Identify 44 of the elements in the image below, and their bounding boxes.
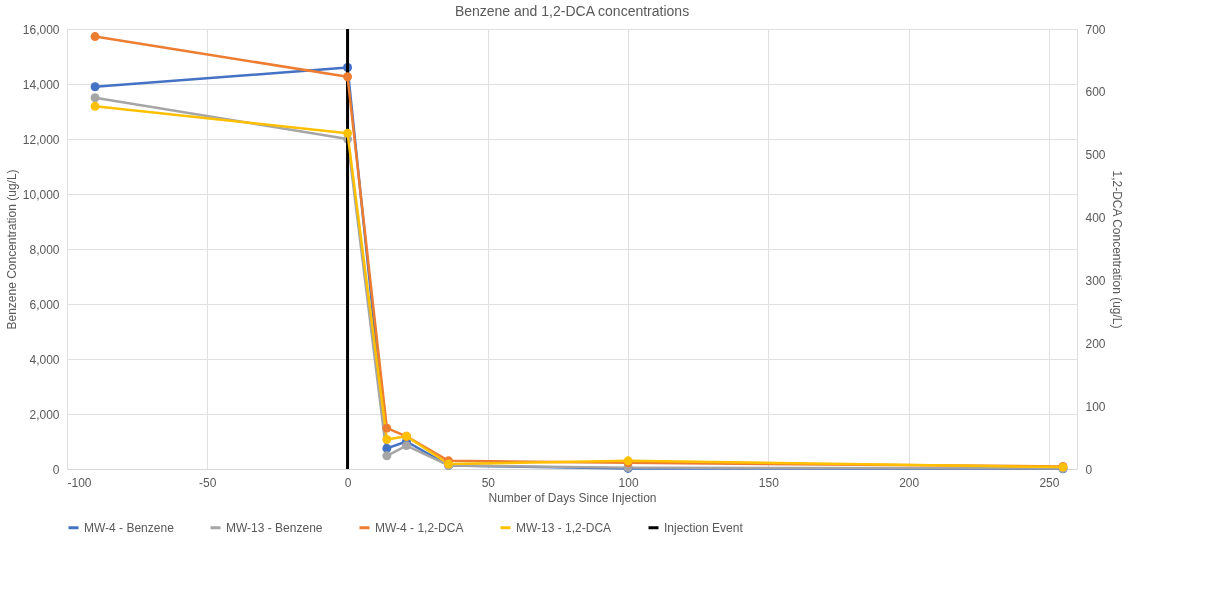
legend-label: MW-13 - Benzene bbox=[226, 520, 323, 535]
y-tick-label: 2,000 bbox=[29, 407, 60, 422]
y2-tick-label: 500 bbox=[1085, 148, 1106, 163]
point bbox=[90, 101, 100, 111]
y2-tick-label: 100 bbox=[1085, 399, 1106, 414]
y-tick-label: 16,000 bbox=[22, 22, 60, 37]
legend-label: MW-4 - 1,2-DCA bbox=[375, 520, 464, 535]
y2-tick-label: 300 bbox=[1085, 273, 1106, 288]
x-tick-label: 150 bbox=[758, 475, 780, 490]
y2-tick-label: 400 bbox=[1085, 211, 1106, 226]
chart-title: Benzene and 1,2-DCA concentrations bbox=[454, 3, 690, 19]
x-axis-title: Number of Days Since Injection bbox=[488, 490, 657, 505]
point bbox=[382, 423, 392, 433]
y-tick-label: 8,000 bbox=[29, 242, 60, 257]
point bbox=[402, 441, 411, 451]
x-tick-label: -100 bbox=[67, 475, 92, 490]
y2-tick-label: 200 bbox=[1085, 336, 1106, 351]
legend-label: MW-13 - 1,2-DCA bbox=[516, 520, 612, 535]
x-tick-label: 0 bbox=[344, 475, 352, 490]
x-tick-label: 250 bbox=[1039, 475, 1060, 490]
y2-tick-label: 600 bbox=[1085, 85, 1106, 100]
y-tick-label: 10,000 bbox=[22, 187, 60, 202]
x-tick-label: 100 bbox=[618, 475, 639, 490]
y-axis-title: Benzene Concentration (ug/L) bbox=[4, 169, 19, 330]
y2-axis-title: 1,2-DCA Concentration (ug/L) bbox=[1109, 170, 1124, 329]
x-tick-label: 50 bbox=[481, 475, 496, 490]
y2-tick-label: 700 bbox=[1085, 22, 1106, 37]
y-tick-label: 14,000 bbox=[22, 77, 60, 92]
point bbox=[90, 82, 100, 92]
y-tick-label: 4,000 bbox=[29, 352, 60, 367]
legend-label: Injection Event bbox=[664, 520, 744, 535]
point bbox=[343, 72, 353, 82]
y-tick-label: 12,000 bbox=[22, 132, 60, 147]
point bbox=[343, 128, 353, 138]
legend-label: MW-4 - Benzene bbox=[84, 520, 175, 535]
point bbox=[90, 93, 100, 103]
y-tick-label: 6,000 bbox=[29, 297, 60, 312]
point bbox=[382, 451, 392, 461]
x-tick-label: -50 bbox=[199, 475, 217, 490]
y-tick-label: 0 bbox=[52, 462, 60, 477]
y2-tick-label: 0 bbox=[1085, 462, 1093, 477]
x-tick-label: 200 bbox=[899, 475, 920, 490]
point bbox=[90, 32, 100, 42]
point bbox=[382, 434, 392, 444]
